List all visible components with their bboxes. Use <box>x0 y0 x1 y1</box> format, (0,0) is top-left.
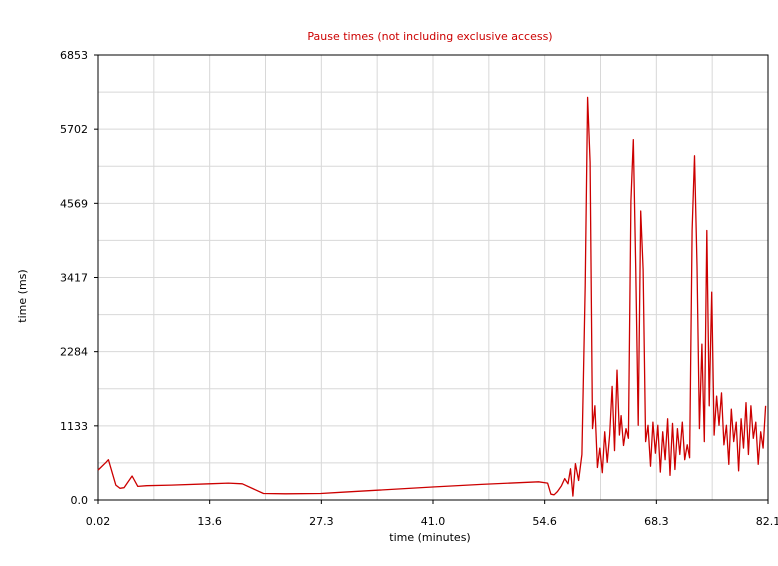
y-axis-title: time (ms) <box>16 269 29 322</box>
y-tick-label: 0.0 <box>71 494 89 507</box>
chart-title: Pause times (not including exclusive acc… <box>307 30 552 43</box>
y-tick-label: 5702 <box>60 123 88 136</box>
x-tick-label: 41.0 <box>421 515 446 528</box>
x-tick-labels: 0.02 13.6 27.3 41.0 54.6 68.3 82.1 <box>86 500 778 528</box>
x-tick-label: 0.02 <box>86 515 111 528</box>
x-tick-label: 54.6 <box>532 515 557 528</box>
y-tick-label: 4569 <box>60 197 88 210</box>
y-tick-labels: 0.0 1133 2284 3417 4569 5702 6853 <box>60 49 98 507</box>
y-tick-label: 3417 <box>60 272 88 285</box>
x-axis-title: time (minutes) <box>389 531 470 544</box>
x-tick-label: 82.1 <box>756 515 778 528</box>
x-tick-label: 27.3 <box>309 515 334 528</box>
x-tick-label: 13.6 <box>197 515 222 528</box>
y-tick-label: 1133 <box>60 420 88 433</box>
grid-layer <box>98 55 768 500</box>
series-layer <box>97 96 767 497</box>
y-tick-label: 2284 <box>60 346 88 359</box>
series-line <box>97 96 767 497</box>
y-tick-label: 6853 <box>60 49 88 62</box>
x-tick-label: 68.3 <box>644 515 669 528</box>
